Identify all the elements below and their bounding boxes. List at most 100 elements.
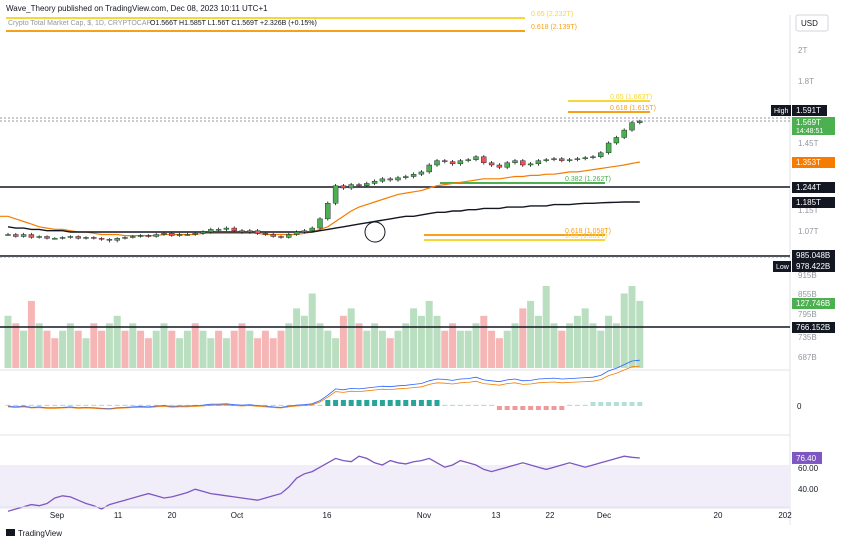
volume-bar	[550, 323, 558, 368]
candle-body	[442, 160, 448, 162]
macd-histogram-bar	[535, 406, 541, 410]
macd-histogram-bar	[138, 404, 144, 406]
time-tick-label: Dec	[597, 511, 611, 520]
volume-bar	[355, 323, 363, 368]
macd-histogram-bar	[325, 400, 331, 406]
candle-body	[598, 152, 604, 157]
price-tick-label: 855B	[798, 290, 817, 299]
candle-body	[317, 218, 323, 229]
macd-histogram-bar	[528, 406, 534, 410]
volume-bar	[347, 308, 355, 368]
price-value-label: 985.048B	[796, 251, 830, 260]
volume-bar	[98, 330, 106, 368]
volume-bar	[207, 338, 215, 368]
macd-histogram-bar	[67, 404, 73, 406]
volume-bar	[371, 323, 379, 368]
volume-layer	[4, 286, 644, 368]
breakout-circle[interactable]	[364, 221, 386, 243]
time-tick-label: 13	[492, 511, 501, 520]
volume-bar	[636, 300, 644, 368]
macd-histogram-bar	[379, 400, 385, 406]
time-tick-label: 16	[323, 511, 332, 520]
macd-histogram-bar	[83, 404, 89, 406]
macd-histogram-bar	[481, 404, 487, 406]
macd-zero-label: 0	[797, 402, 802, 411]
candle-body	[574, 158, 581, 160]
low-value-label: 978.422B	[796, 262, 830, 271]
volume-bar	[176, 338, 184, 368]
volume-bar	[215, 330, 223, 368]
macd-histogram-bar	[99, 404, 105, 406]
macd-histogram-bar	[496, 406, 502, 410]
macd-histogram-bar	[442, 404, 448, 406]
macd-histogram-bar	[395, 400, 401, 406]
rsi-value-tag	[792, 451, 822, 464]
volume-bar	[417, 315, 425, 368]
candle-body	[176, 234, 183, 236]
macd-histogram-bar	[465, 404, 471, 406]
low-value-tag	[792, 261, 835, 272]
price-value-tag	[792, 322, 835, 333]
macd-signal-line	[7, 365, 640, 410]
macd-histogram-bar	[543, 406, 549, 410]
volume-bar	[566, 323, 574, 368]
price-value-label: 766.152B	[796, 323, 830, 332]
volume-bar	[425, 300, 433, 368]
candle-body	[371, 180, 378, 184]
volume-bar	[152, 330, 160, 368]
macd-histogram-bar	[52, 404, 58, 406]
candle-body	[122, 237, 128, 239]
high-value-label: 1.591T	[796, 106, 821, 115]
price-tick-label: 2T	[798, 46, 807, 55]
volume-bar	[35, 323, 43, 368]
macd-histogram-bar	[434, 400, 440, 406]
volume-bar	[534, 315, 542, 368]
candle-body	[621, 129, 627, 138]
candle-body	[270, 234, 276, 237]
volume-bar	[222, 338, 230, 368]
volume-bar	[386, 338, 394, 368]
volume-bar	[27, 300, 35, 368]
macd-histogram-bar	[403, 400, 409, 406]
candle-body	[215, 229, 222, 231]
volume-bar	[137, 330, 145, 368]
volume-bar	[105, 323, 113, 368]
macd-histogram-bar	[567, 404, 573, 406]
candle-body	[418, 171, 425, 175]
volume-bar	[441, 330, 449, 368]
time-tick-label: 20	[714, 511, 723, 520]
candle-body	[410, 174, 417, 177]
price-value-tag	[792, 298, 835, 309]
candle-body	[44, 236, 50, 239]
fib-label: 0.65 (2.232T)	[531, 11, 573, 18]
macd-histogram-bar	[613, 402, 619, 406]
volume-bar	[43, 330, 51, 368]
fib-label: 0.382 (1.262T)	[565, 176, 611, 183]
macd-histogram-bar	[637, 402, 643, 406]
rsi-line	[7, 455, 640, 512]
volume-bar	[378, 330, 386, 368]
macd-histogram-bar	[387, 400, 393, 406]
candle-body	[239, 230, 245, 233]
volume-bar	[66, 323, 74, 368]
candle-body	[481, 156, 487, 163]
candle-body	[106, 239, 113, 241]
volume-bar	[4, 315, 12, 368]
macd-histogram-bar	[44, 404, 50, 406]
macd-histogram-bar	[457, 404, 463, 406]
tradingview-logo	[6, 529, 15, 536]
price-tick-label: 1.45T	[798, 139, 819, 148]
volume-bar	[168, 330, 176, 368]
candle-body	[613, 137, 620, 144]
macd-histogram-bar	[114, 404, 120, 406]
macd-histogram-bar	[426, 400, 432, 406]
candle-body	[465, 159, 471, 161]
candle-body	[208, 229, 214, 233]
volume-bar	[511, 323, 519, 368]
macd-histogram-bar	[13, 404, 19, 406]
fib-label: 0.618 (2.139T)	[531, 24, 577, 31]
candle-body	[551, 158, 557, 160]
volume-bar	[238, 323, 246, 368]
currency-button[interactable]	[795, 14, 829, 32]
time-tick-label: Sep	[50, 511, 65, 520]
